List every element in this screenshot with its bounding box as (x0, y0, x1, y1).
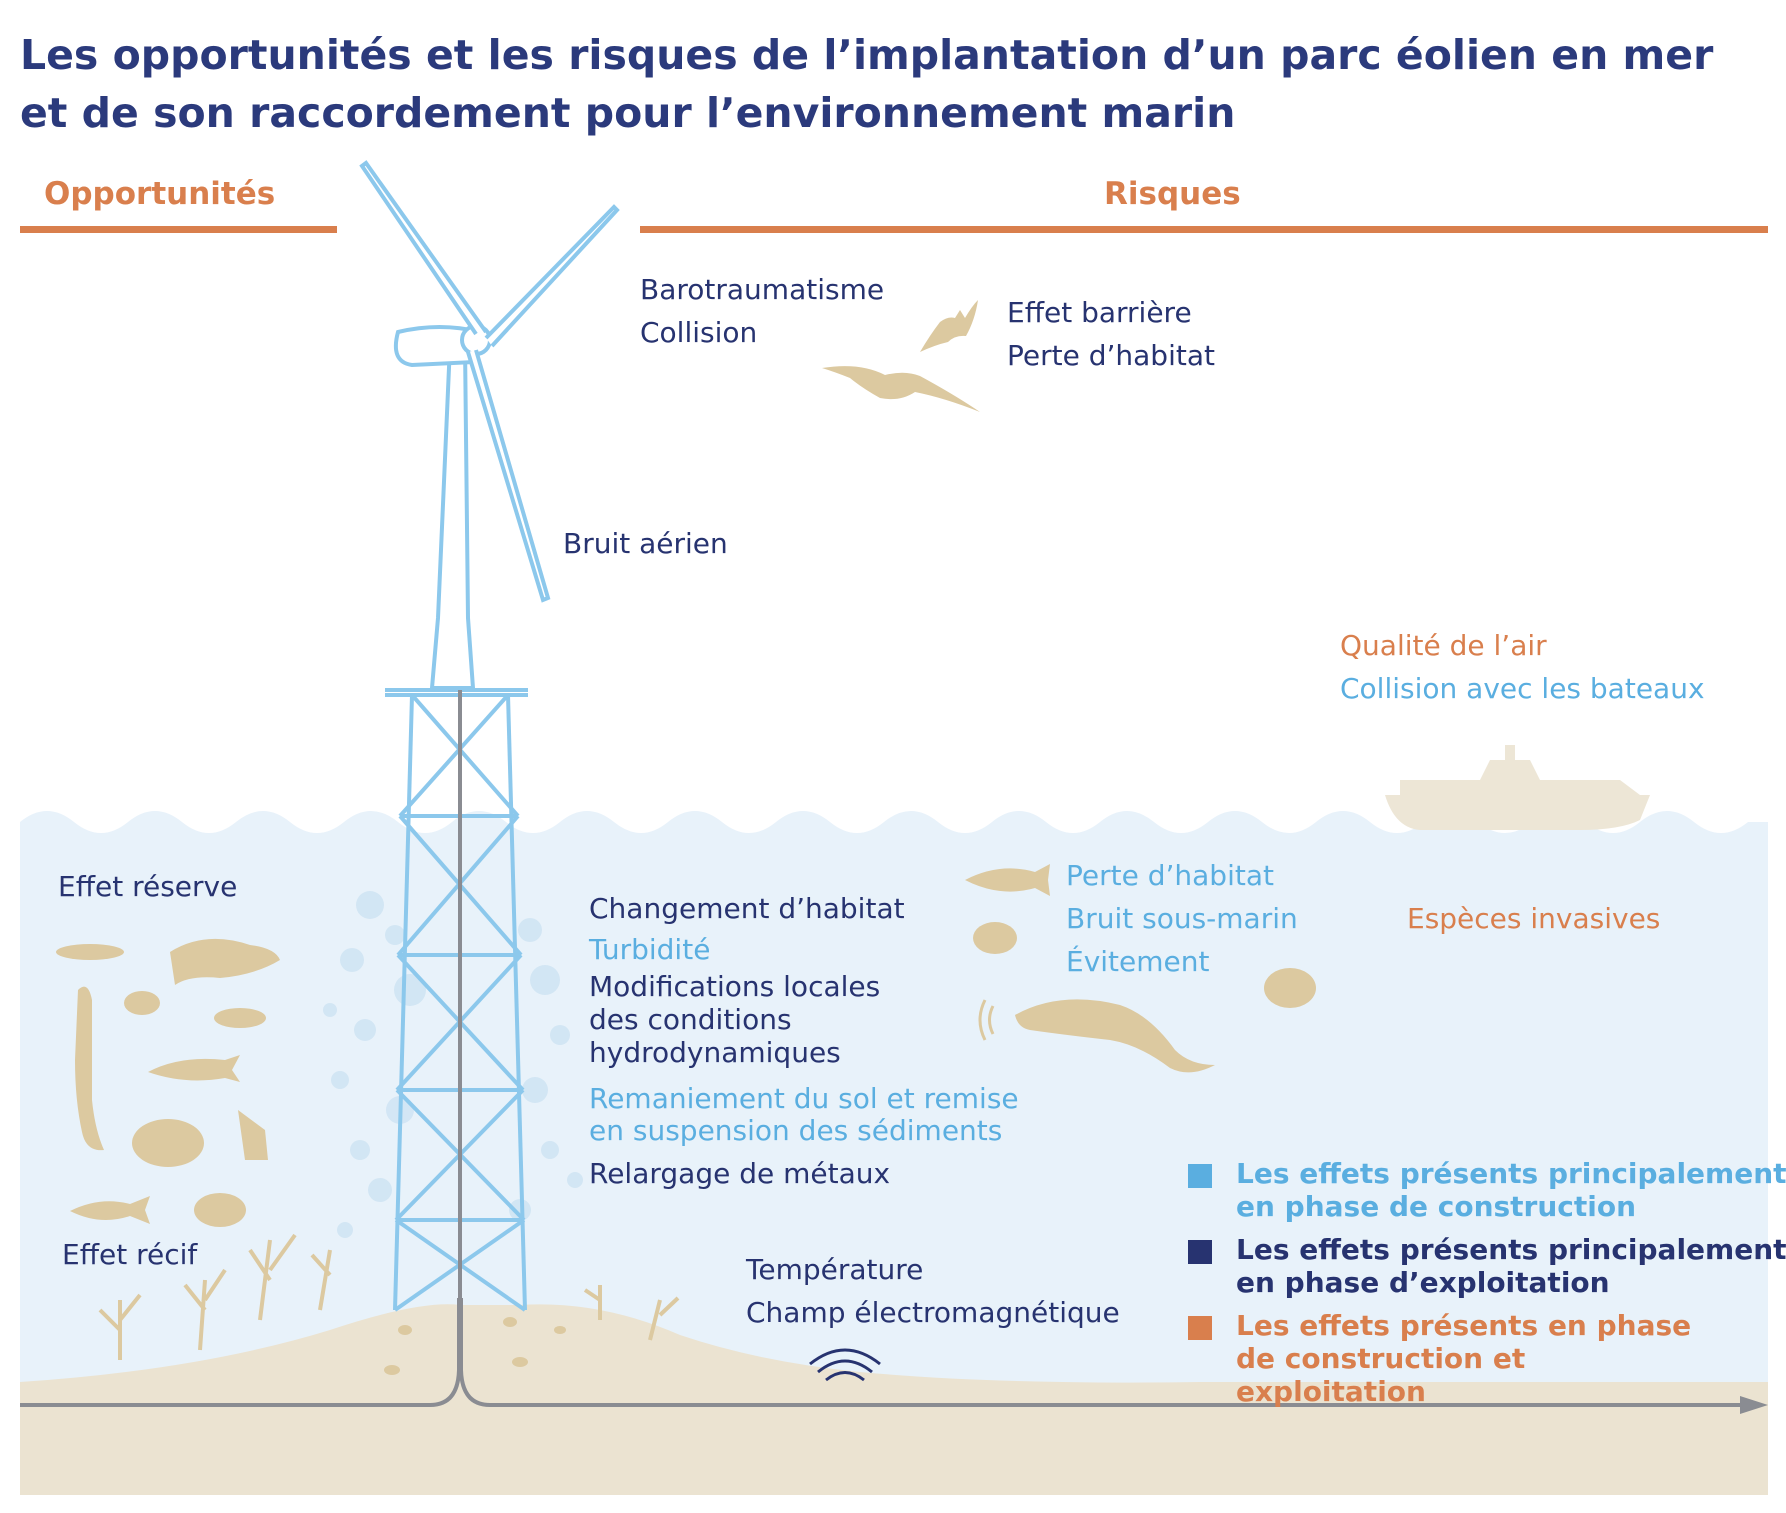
label-remaniement-line1: Remaniement du sol et remise (589, 1082, 1019, 1115)
label-perte-habitat-air: Perte d’habitat (1007, 339, 1215, 372)
label-collision-bateaux: Collision avec les bateaux (1340, 672, 1705, 705)
label-effet-recif: Effet récif (62, 1238, 198, 1271)
label-relargage: Relargage de métaux (589, 1157, 891, 1190)
label-effet-barriere: Effet barrière (1007, 296, 1192, 329)
bird-icon (822, 366, 980, 412)
label-bruit-aerien: Bruit aérien (563, 527, 728, 560)
legend-text-both: Les effets présents en phase de construc… (1236, 1309, 1692, 1408)
label-evitement: Évitement (1066, 945, 1210, 978)
label-turbidite: Turbidité (589, 933, 711, 966)
sea-area (20, 811, 1768, 1400)
bat-icon (920, 300, 978, 352)
label-temperature: Température (746, 1253, 924, 1286)
legend-swatch-both (1188, 1316, 1212, 1340)
label-qualite-air: Qualité de l’air (1340, 629, 1547, 662)
label-remaniement-line2: en suspension des sédiments (589, 1114, 1003, 1147)
label-barotraumatisme: Barotraumatisme (640, 273, 885, 306)
page-title: Les opportunités et les risques de l’imp… (20, 31, 1714, 137)
sound-arcs (978, 999, 995, 1041)
legend-text-construction: Les effets présents principalement en ph… (1236, 1157, 1786, 1223)
em-field-arcs (809, 1348, 881, 1382)
seabed-stones (384, 1317, 566, 1375)
label-changement-habitat: Changement d’habitat (589, 892, 905, 925)
fish-silhouettes (56, 864, 1316, 1227)
label-perte-habitat-mer: Perte d’habitat (1066, 859, 1274, 892)
label-effet-reserve: Effet réserve (58, 870, 238, 903)
label-collision: Collision (640, 316, 758, 349)
label-modif-line2: des conditions (589, 1003, 792, 1036)
opportunities-rule (20, 226, 337, 233)
legend-text-exploitation: Les effets présents principalement en ph… (1236, 1233, 1786, 1299)
section-risks: Risques (1104, 176, 1241, 212)
risks-rule (640, 226, 1768, 233)
label-modif-line1: Modifications locales (589, 970, 881, 1003)
ship-icon (1385, 745, 1650, 830)
legend-swatch-exploitation (1188, 1240, 1212, 1264)
label-champ-electromagnetique: Champ électromagnétique (746, 1296, 1120, 1329)
section-opportunities: Opportunités (44, 176, 276, 212)
corals (98, 1233, 680, 1360)
label-especes-invasives: Espèces invasives (1407, 902, 1661, 935)
wind-turbine (359, 160, 620, 1312)
legend-swatch-construction (1188, 1164, 1212, 1188)
label-modif-line3: hydrodynamiques (589, 1036, 841, 1069)
label-bruit-sous-marin: Bruit sous-marin (1066, 902, 1298, 935)
